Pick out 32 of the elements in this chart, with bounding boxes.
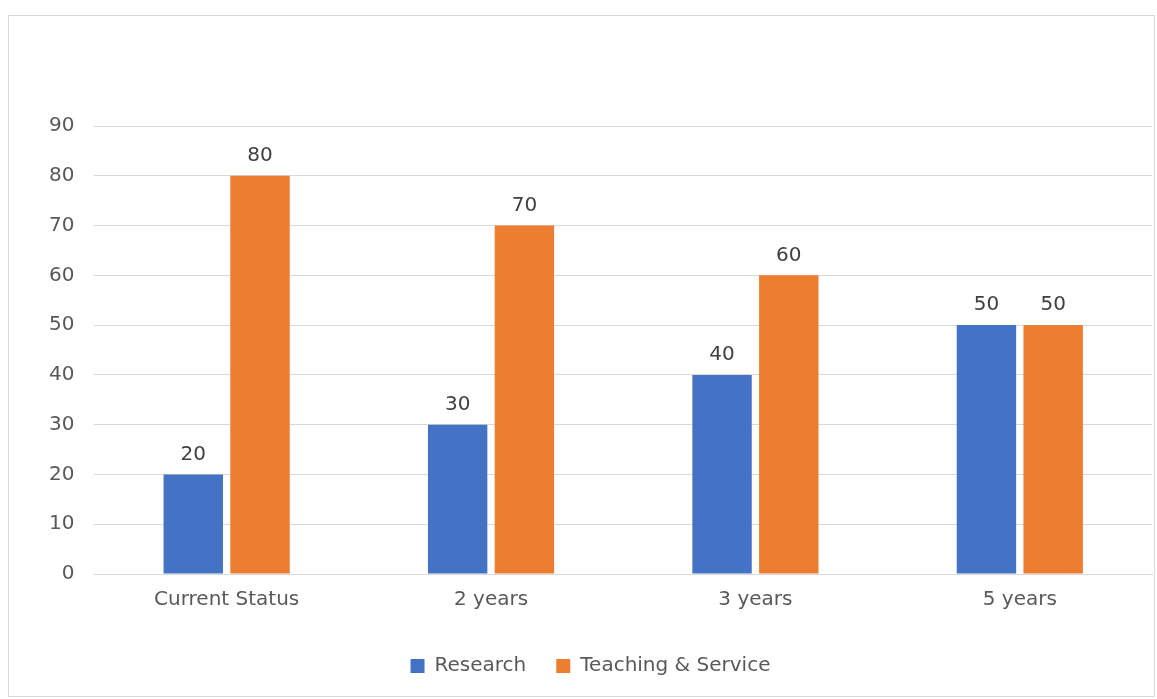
bar xyxy=(692,374,752,574)
data-label: 50 xyxy=(973,291,1000,316)
bar xyxy=(1023,325,1083,574)
y-tick-label: 30 xyxy=(49,410,75,435)
y-tick-label: 20 xyxy=(49,460,75,485)
y-tick-label: 10 xyxy=(49,510,75,535)
bar xyxy=(427,424,488,574)
data-label: 30 xyxy=(444,390,471,415)
y-tick-label: 90 xyxy=(49,112,75,137)
bar xyxy=(230,175,290,574)
y-tick-label: 50 xyxy=(49,311,75,336)
x-tick-label: Current Status xyxy=(154,586,300,611)
y-tick-label: 40 xyxy=(49,361,75,386)
x-tick-label: 5 years xyxy=(982,586,1057,611)
legend-label: Teaching & Service xyxy=(579,652,771,677)
legend-label: Research xyxy=(434,652,527,677)
y-tick-label: 60 xyxy=(49,261,75,286)
x-tick-label: 2 years xyxy=(453,586,529,611)
y-tick-label: 80 xyxy=(49,161,75,186)
y-tick-label: 0 xyxy=(61,560,75,585)
bar xyxy=(163,474,223,574)
data-label: 50 xyxy=(1040,291,1066,316)
data-label: 70 xyxy=(511,191,538,216)
data-label: 80 xyxy=(247,141,273,166)
data-label: 60 xyxy=(776,241,802,266)
bar xyxy=(956,325,1017,574)
y-tick-label: 70 xyxy=(49,211,75,236)
x-tick-label: 3 years xyxy=(718,586,793,611)
bar xyxy=(759,275,819,574)
data-label: 40 xyxy=(709,341,735,366)
bar xyxy=(494,225,555,574)
data-label: 20 xyxy=(180,440,206,465)
